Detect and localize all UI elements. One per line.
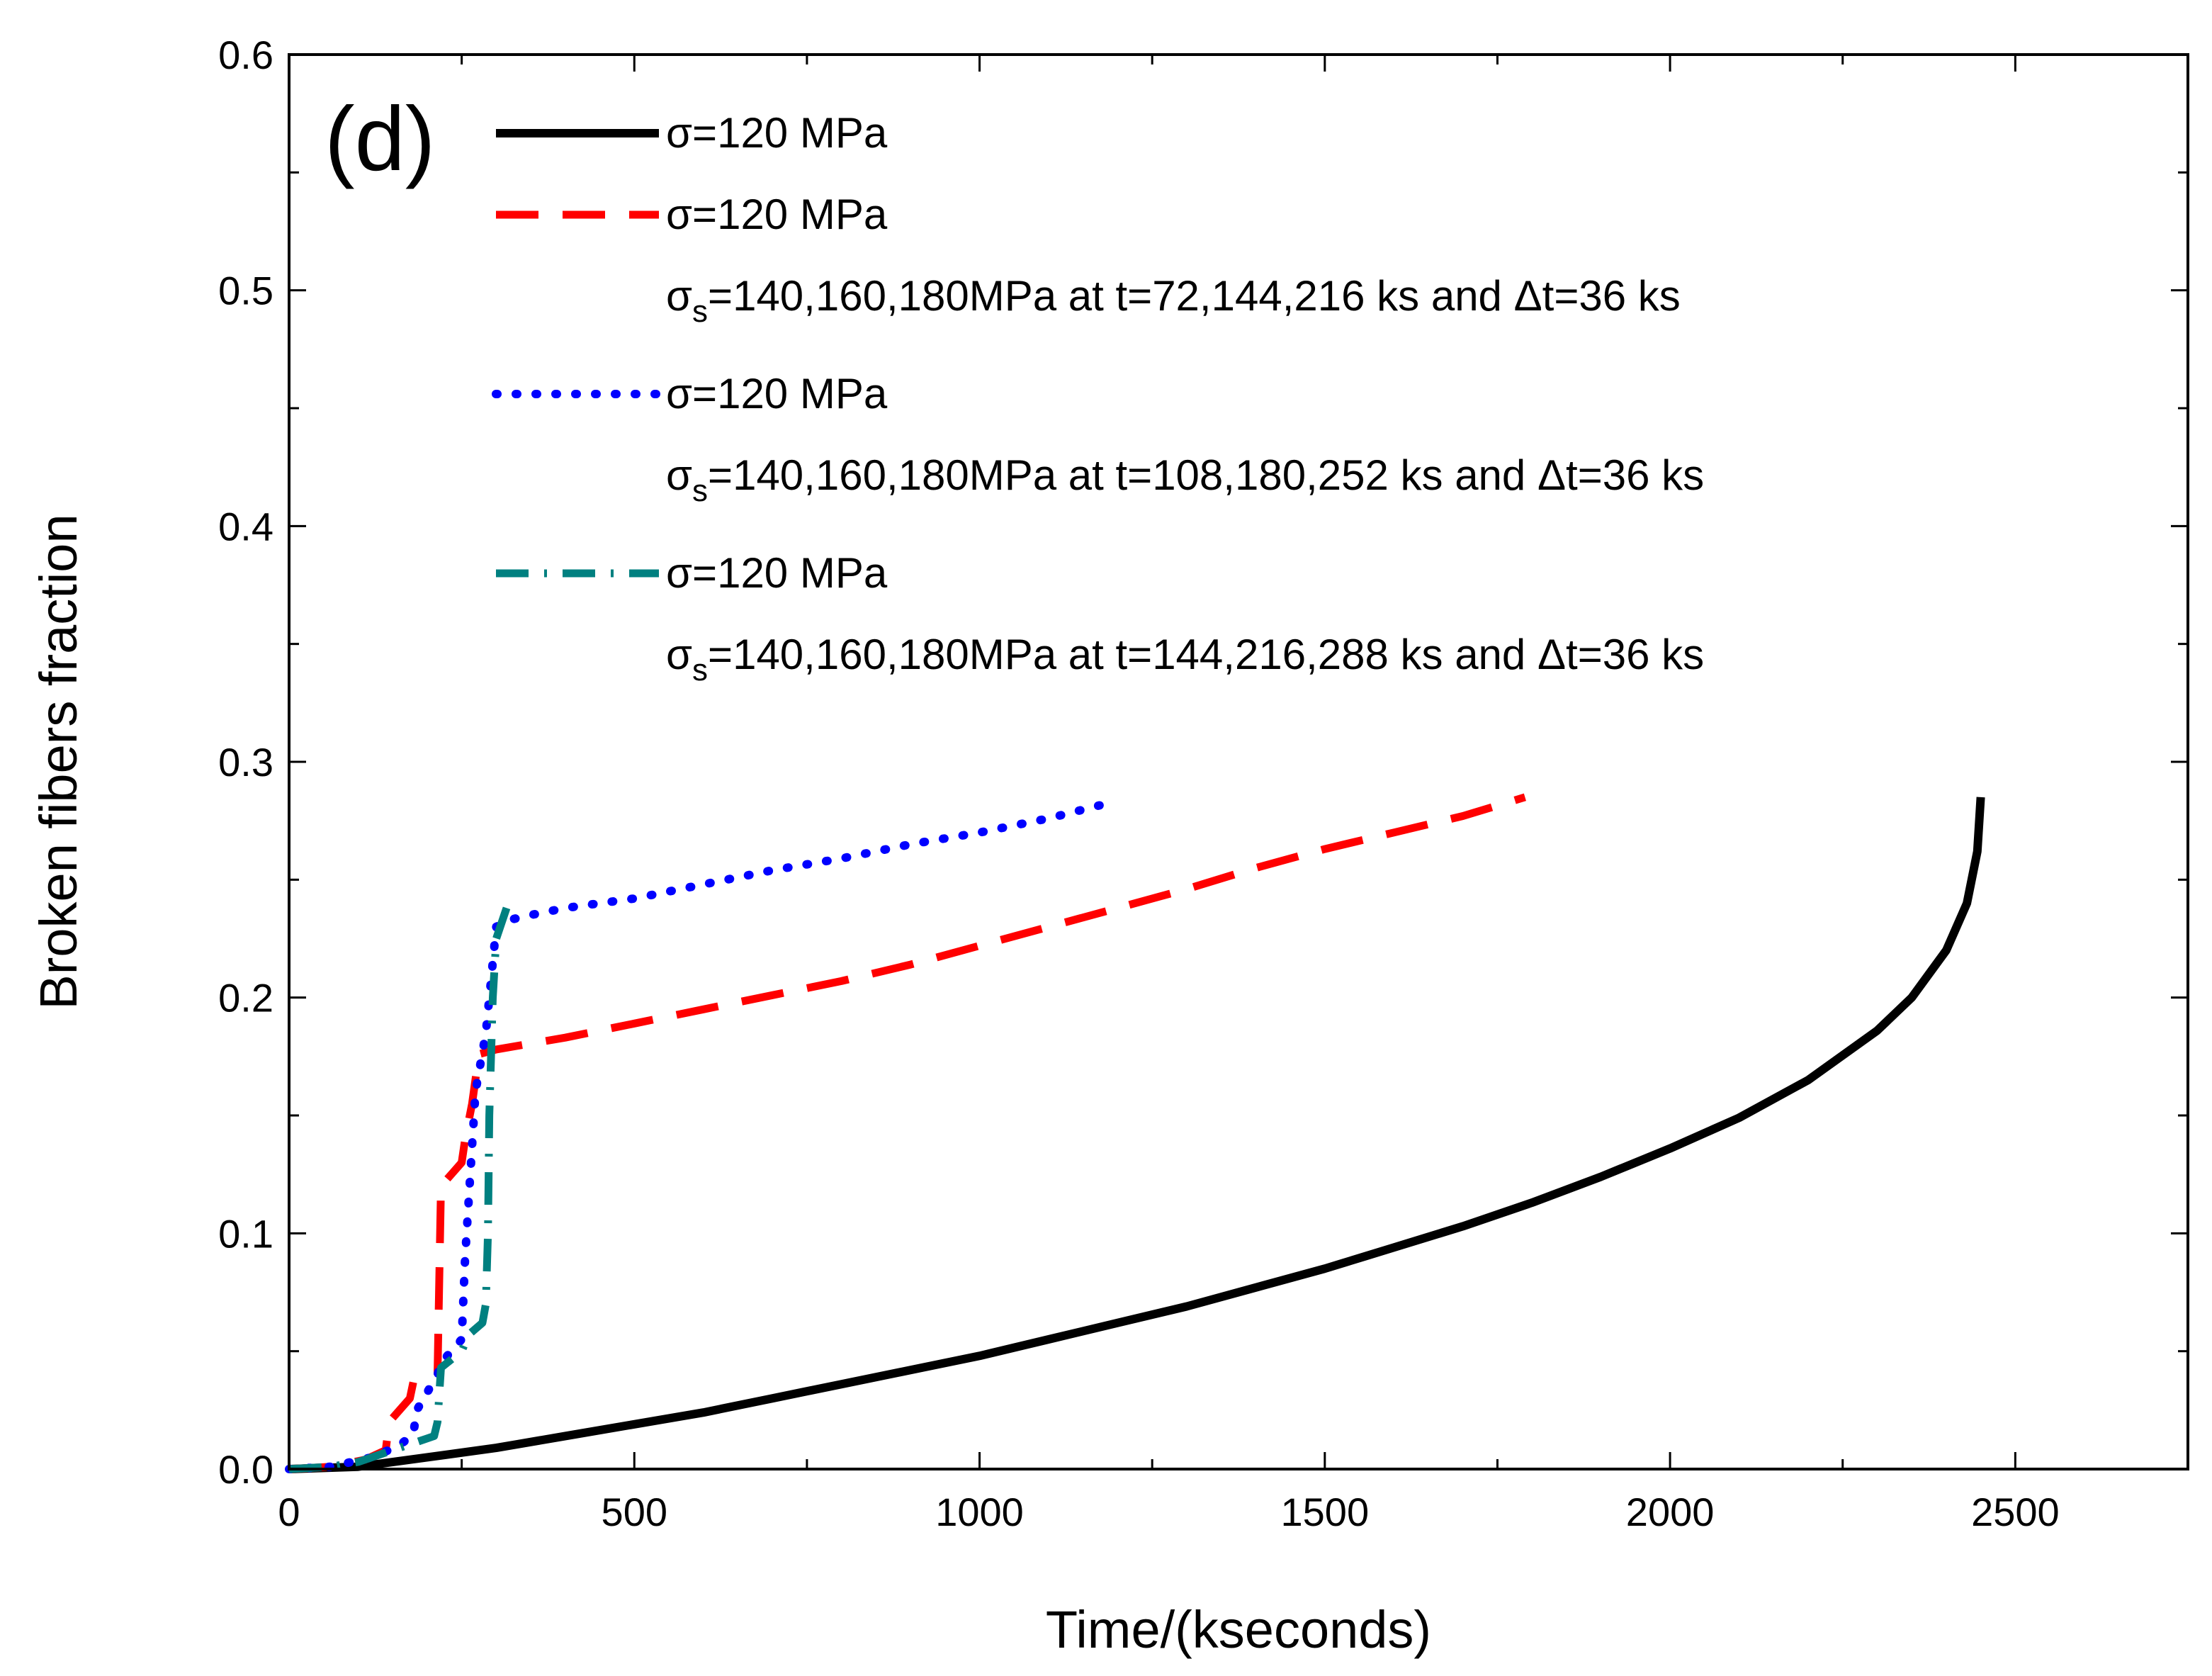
series-line-2	[288, 793, 1526, 1473]
series-line-3	[285, 799, 1108, 1473]
y-tick-label: 0.1	[218, 1211, 273, 1256]
y-tick-label: 0.3	[218, 740, 273, 784]
legend-sublabel-2: σs=140,160,180MPa at t=72,144,216 ks and…	[666, 272, 1681, 329]
y-axis-label: Broken fibers fraction	[29, 514, 88, 1009]
y-tick-label: 0.5	[218, 269, 273, 313]
plot-area-frame	[288, 53, 2189, 1470]
y-tick-label: 0.0	[218, 1447, 273, 1492]
x-tick-label: 1000	[935, 1490, 1024, 1534]
x-tick-label: 500	[602, 1490, 667, 1534]
x-axis-label: Time/(kseconds)	[1046, 1600, 1431, 1659]
legend: σ=120 MPa σ=120 MPa σs=140,160,180MPa at t…	[492, 109, 1704, 687]
y-tick-label: 0.4	[218, 504, 273, 549]
legend-label-3: σ=120 MPa	[666, 370, 888, 417]
x-tick-label: 2000	[1626, 1490, 1715, 1534]
y-tick-label: 0.6	[218, 33, 273, 77]
legend-sublabel-4: σs=140,160,180MPa at t=144,216,288 ks an…	[666, 631, 1704, 687]
series-line-1	[288, 797, 1985, 1473]
series-line-4	[288, 906, 511, 1473]
ticks-layer: 0 500 1000 1500 2000 2500 0.0 0.1 0.2 0.3 0.4 0.5 0.…	[218, 33, 2188, 1534]
y-tick-label: 0.2	[218, 976, 273, 1020]
series-layer	[285, 793, 1985, 1473]
x-tick-label: 0	[278, 1490, 300, 1534]
legend-label-1: σ=120 MPa	[666, 109, 888, 157]
legend-label-4: σ=120 MPa	[666, 549, 888, 597]
legend-label-2: σ=120 MPa	[666, 191, 888, 238]
panel-label: (d)	[325, 89, 435, 190]
x-tick-label: 2500	[1971, 1490, 2060, 1534]
x-tick-label: 1500	[1281, 1490, 1370, 1534]
legend-sublabel-3: σs=140,160,180MPa at t=108,180,252 ks an…	[666, 451, 1704, 508]
